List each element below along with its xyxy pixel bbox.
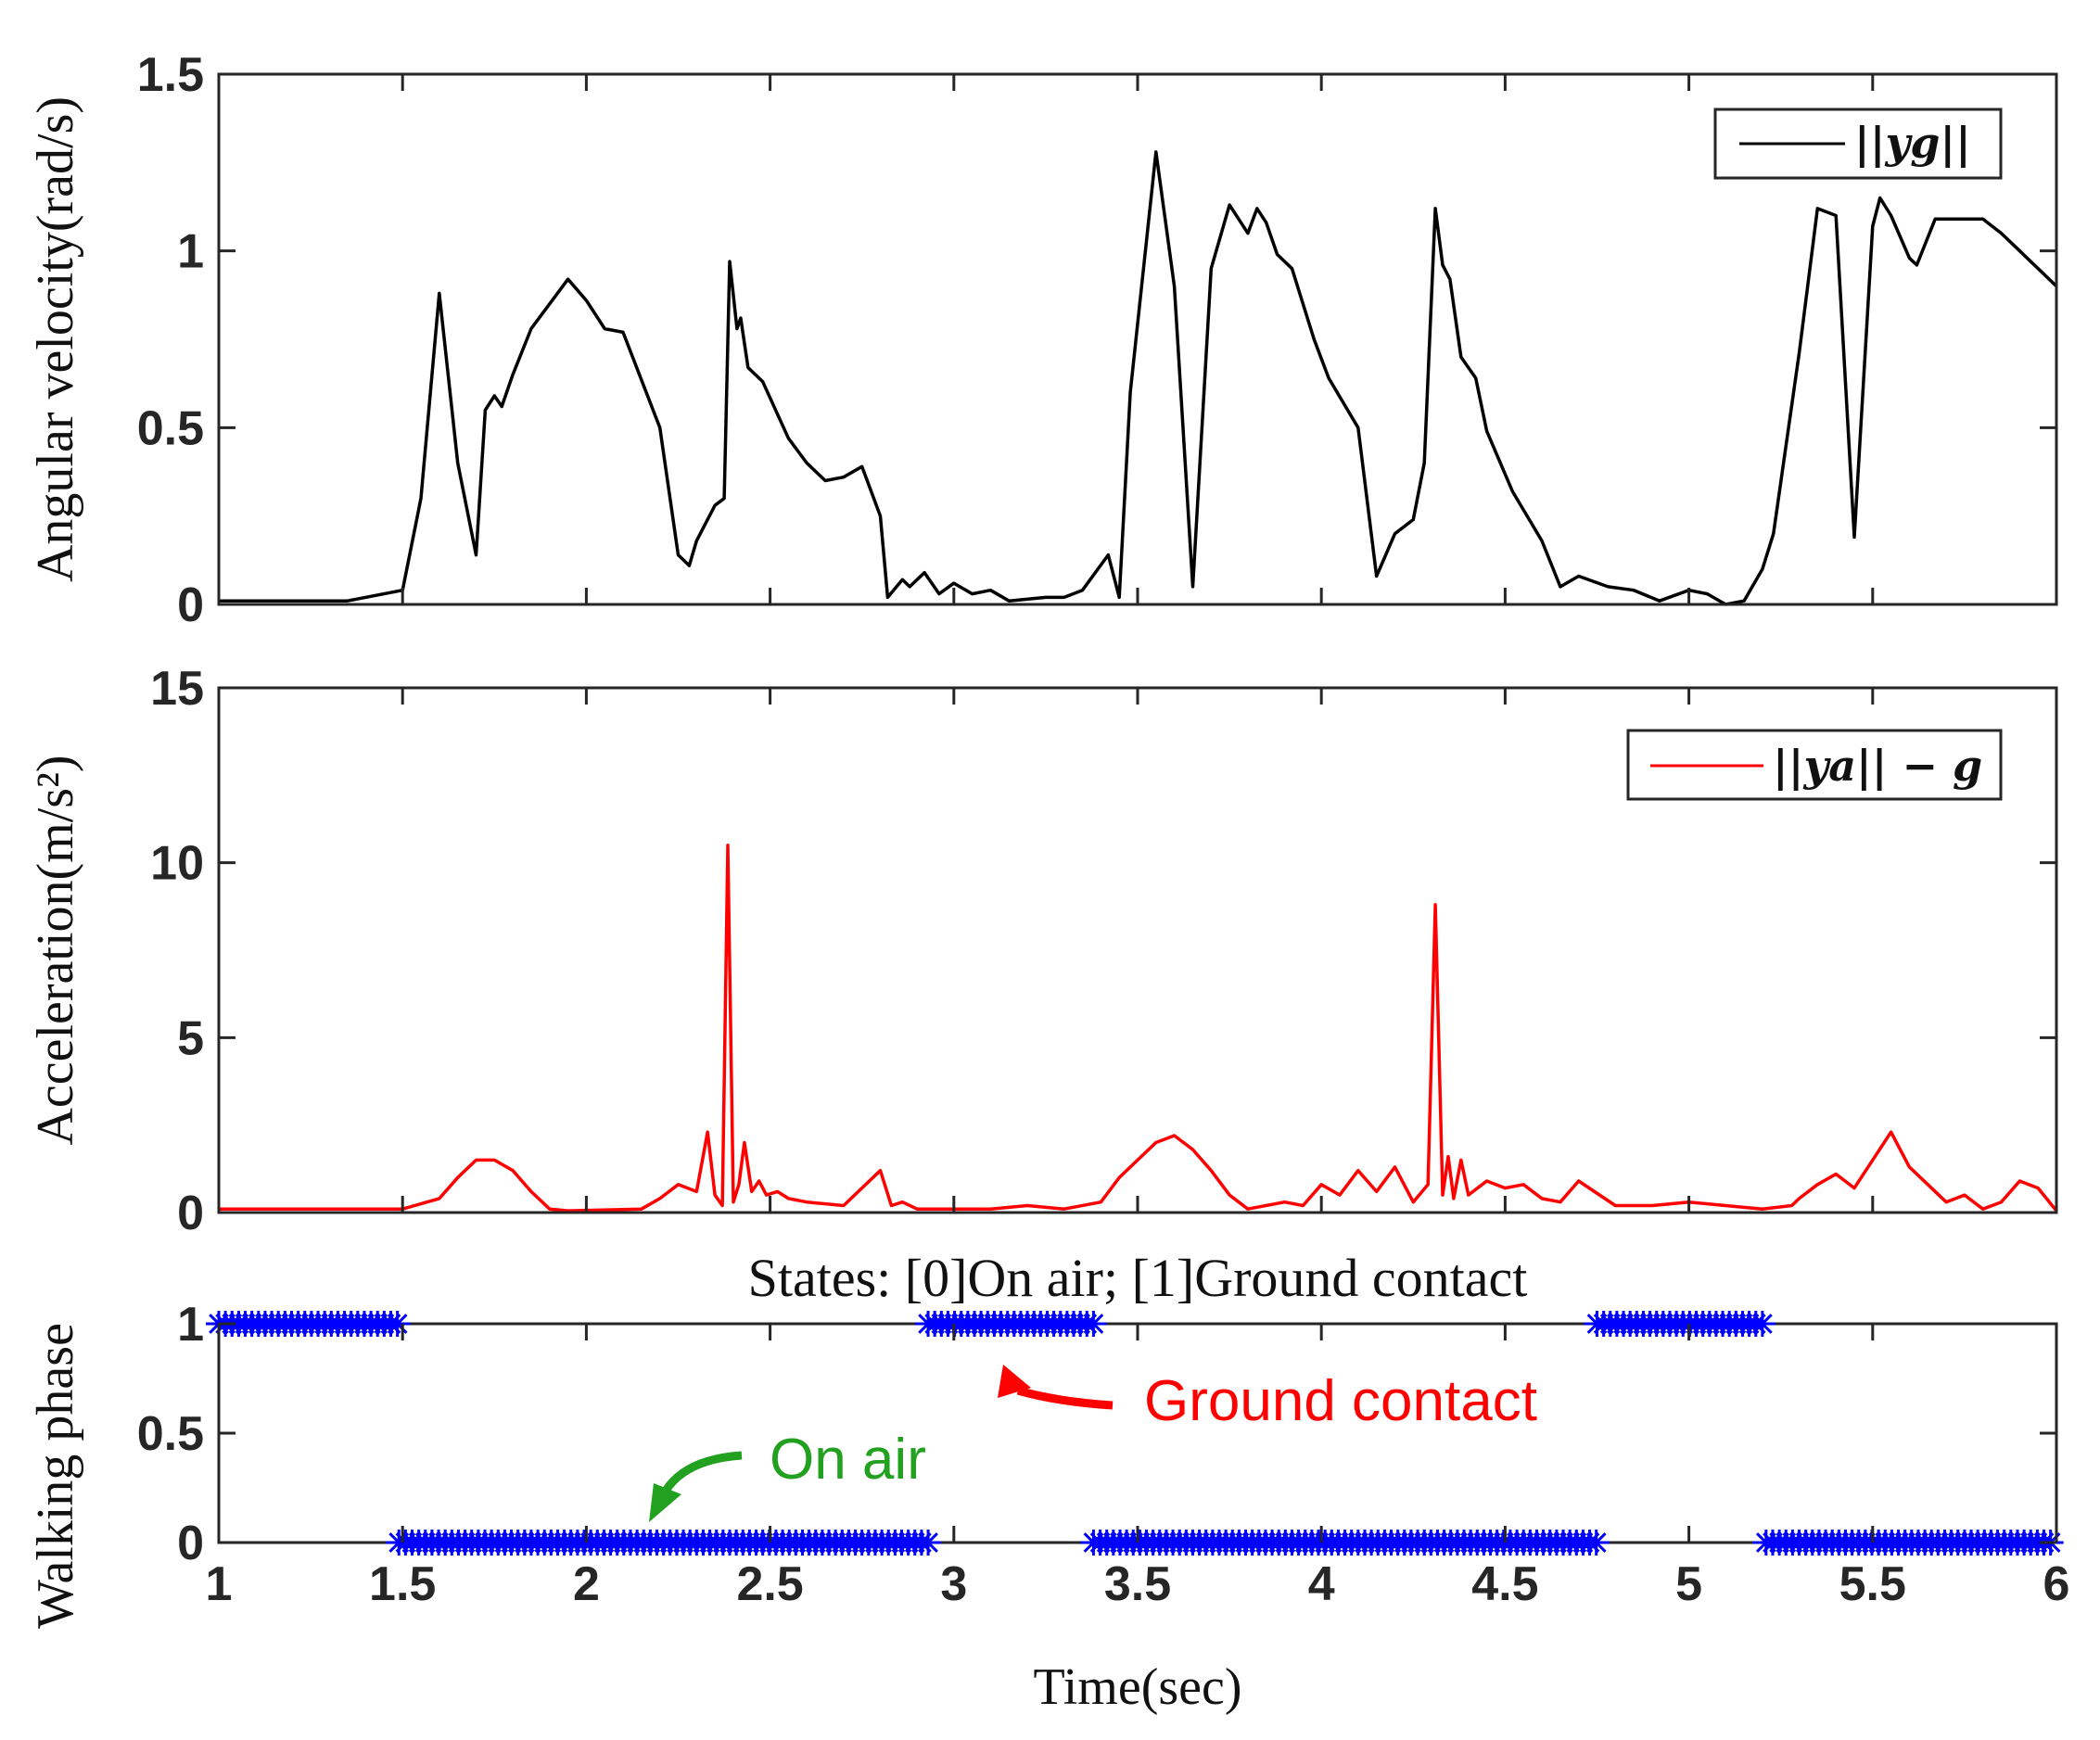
y-tick-label: 5	[177, 1011, 204, 1065]
y-tick-label: 0.5	[137, 1407, 204, 1461]
x-tick-label: 4	[1308, 1557, 1335, 1611]
y-tick-label: 10	[150, 837, 204, 891]
state-segment-0	[1080, 1530, 1610, 1556]
x-tick-label: 6	[2043, 1557, 2070, 1611]
state-segment-1	[915, 1311, 1107, 1337]
x-tick-label: 1	[206, 1557, 233, 1611]
state-segment-0	[386, 1530, 942, 1556]
walking-phase-panel: States: [0]On air; [1]Ground contact 0 0.…	[27, 1248, 2069, 1716]
x-tick-label: 3.5	[1104, 1557, 1171, 1611]
state-marker	[384, 1311, 411, 1337]
acceleration-axis-label: Acceleration(m/s²)	[27, 755, 84, 1145]
time-axis-label: Time(sec)	[1033, 1658, 1241, 1716]
on-air-arrowhead	[649, 1483, 681, 1522]
x-tick-label: 3	[940, 1557, 967, 1611]
y-tick-label: 1	[177, 225, 204, 279]
x-tick-label: 1.5	[369, 1557, 436, 1611]
legend-angular-velocity: ||yg||	[1713, 108, 2003, 180]
angular-velocity-panel: 0 0.5 1 1.5 Angular velocity(rad/s) ||yg||	[27, 48, 2058, 632]
y-tick-label: 0	[177, 1187, 204, 1240]
annotation-on-air: On air	[649, 1428, 926, 1522]
x-tick-label: 2	[573, 1557, 600, 1611]
walking-phase-title: States: [0]On air; [1]Ground contact	[748, 1248, 1528, 1308]
ground-contact-arrowhead	[998, 1365, 1031, 1398]
y-tick-label: 0	[177, 1517, 204, 1570]
x-tick-label: 2.5	[736, 1557, 803, 1611]
y-tick-label: 0.5	[137, 401, 204, 455]
state-segment-1	[1584, 1311, 1775, 1337]
x-tick-label: 5.5	[1839, 1557, 1906, 1611]
y-tick-label: 1	[177, 1298, 204, 1352]
legend-label-ya: ||ya|| − g	[1773, 741, 1982, 791]
ground-contact-label: Ground contact	[1144, 1369, 1537, 1433]
y-tick-label: 0	[177, 578, 204, 632]
on-air-label: On air	[770, 1428, 926, 1492]
series-line	[219, 150, 2058, 606]
y-tick-label: 15	[150, 662, 204, 716]
y-tick-label: 1.5	[137, 48, 204, 102]
x-tick-label: 5	[1675, 1557, 1702, 1611]
x-tick-label: 4.5	[1471, 1557, 1538, 1611]
state-segment-0	[1752, 1530, 2064, 1556]
walking-phase-axis-label: Walking phase	[27, 1323, 84, 1629]
legend-label-yg: ||yg||	[1854, 118, 1971, 168]
acceleration-panel: 0 5 10 15 Acceleration(m/s²) ||ya|| − g	[27, 662, 2058, 1240]
series-line	[219, 844, 2058, 1213]
annotation-ground-contact: Ground contact	[998, 1365, 1537, 1433]
legend-acceleration: ||ya|| − g	[1626, 729, 2003, 801]
state-marker	[915, 1530, 942, 1556]
state-marker	[1749, 1311, 1775, 1337]
state-marker	[1583, 1530, 1610, 1556]
state-marker	[1080, 1311, 1107, 1337]
angular-velocity-axis-label: Angular velocity(rad/s)	[27, 96, 84, 582]
